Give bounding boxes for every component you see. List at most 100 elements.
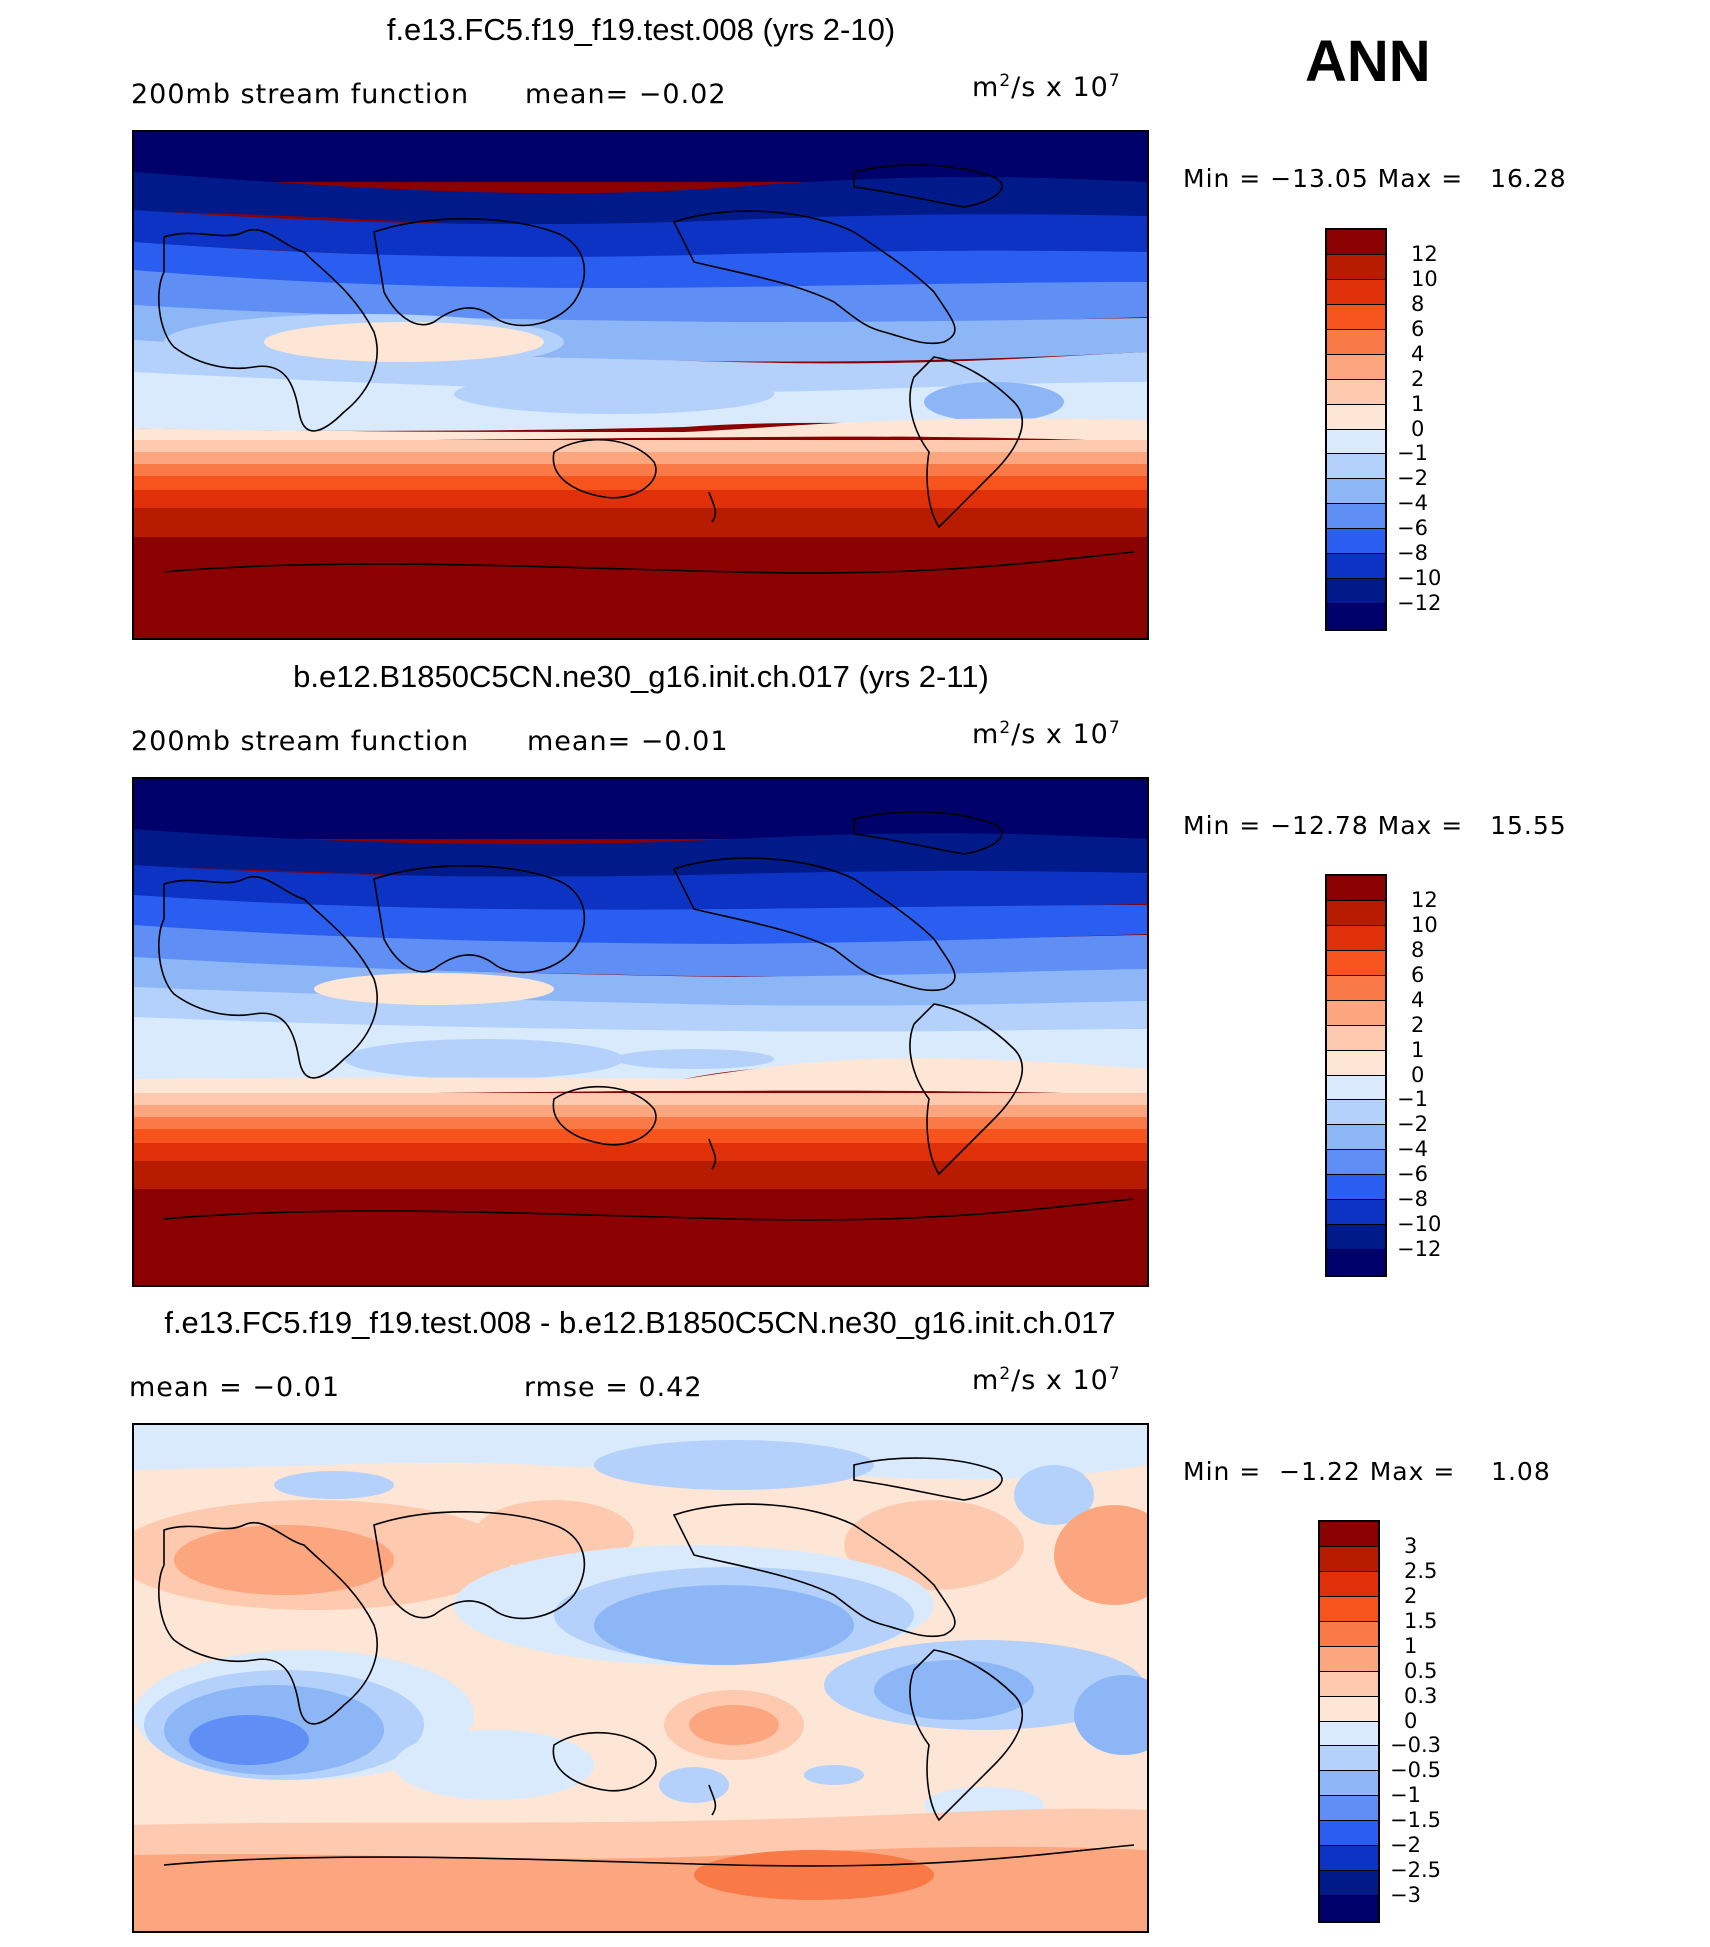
colorbar-swatch bbox=[1320, 1696, 1378, 1722]
panel-3-rmse-label: rmse = 0.42 bbox=[524, 1372, 703, 1403]
colorbar-swatch bbox=[1320, 1546, 1378, 1572]
colorbar-tick-label: 8 bbox=[1411, 291, 1425, 316]
colorbar-tick-label: 0 bbox=[1411, 416, 1425, 441]
colorbar-swatch bbox=[1327, 254, 1385, 280]
colorbar-tick-label: −1 bbox=[1390, 1783, 1421, 1808]
colorbar-tick-label: −1.5 bbox=[1390, 1808, 1441, 1833]
colorbar-tick-label: 4 bbox=[1411, 341, 1425, 366]
colorbar-swatch bbox=[1320, 1671, 1378, 1697]
panel-3-map-field bbox=[134, 1425, 1147, 1931]
colorbar-tick-label: −8 bbox=[1397, 1187, 1428, 1212]
colorbar-swatch bbox=[1327, 529, 1385, 555]
colorbar-swatch bbox=[1327, 925, 1385, 951]
colorbar-tick-label: 2 bbox=[1411, 1012, 1425, 1037]
colorbar-swatch bbox=[1327, 1250, 1385, 1275]
colorbar-swatch bbox=[1327, 1025, 1385, 1051]
colorbar-tick-label: −1 bbox=[1397, 441, 1428, 466]
panel-1-title: f.e13.FC5.f19_f19.test.008 (yrs 2-10) bbox=[386, 12, 896, 47]
colorbar-tick-label: −2 bbox=[1390, 1833, 1421, 1858]
colorbar-tick-label: −12 bbox=[1397, 1237, 1442, 1262]
colorbar-swatch bbox=[1327, 279, 1385, 305]
colorbar-tick-label: −2 bbox=[1397, 466, 1428, 491]
panel-3-units: m2/s x 107 bbox=[972, 1364, 1121, 1396]
colorbar-swatch bbox=[1320, 1871, 1378, 1897]
colorbar-tick-label: 0.3 bbox=[1404, 1683, 1438, 1708]
panel-3-title: f.e13.FC5.f19_f19.test.008 - b.e12.B1850… bbox=[164, 1305, 1116, 1340]
colorbar-swatch bbox=[1320, 1721, 1378, 1747]
colorbar-swatch bbox=[1327, 1050, 1385, 1076]
colorbar-tick-label: 1 bbox=[1404, 1633, 1418, 1658]
panel-3-mean-label: mean = −0.01 bbox=[129, 1372, 341, 1403]
colorbar-tick-label: 0.5 bbox=[1404, 1658, 1438, 1683]
panel-1-units: m2/s x 107 bbox=[972, 71, 1121, 103]
panel-2-title: b.e12.B1850C5CN.ne30_g16.init.ch.017 (yr… bbox=[293, 659, 989, 694]
colorbar-swatch bbox=[1327, 1075, 1385, 1101]
colorbar-swatch bbox=[1327, 975, 1385, 1001]
colorbar-swatch bbox=[1320, 1596, 1378, 1622]
colorbar-swatch bbox=[1320, 1571, 1378, 1597]
colorbar-swatch bbox=[1327, 554, 1385, 580]
colorbar-tick-label: 6 bbox=[1411, 316, 1425, 341]
colorbar-tick-label: 2.5 bbox=[1404, 1558, 1438, 1583]
colorbar-swatch bbox=[1320, 1846, 1378, 1872]
panel-3-map bbox=[132, 1423, 1149, 1933]
colorbar-swatch bbox=[1327, 876, 1385, 901]
colorbar-tick-label: −4 bbox=[1397, 1137, 1428, 1162]
colorbar-tick-label: −4 bbox=[1397, 491, 1428, 516]
season-label: ANN bbox=[1305, 29, 1431, 94]
colorbar-swatch bbox=[1327, 1125, 1385, 1151]
colorbar-swatch bbox=[1327, 900, 1385, 926]
colorbar-swatch bbox=[1327, 950, 1385, 976]
colorbar-tick-label: −0.5 bbox=[1390, 1758, 1441, 1783]
colorbar-swatch bbox=[1320, 1796, 1378, 1822]
colorbar-tick-label: 1 bbox=[1411, 1037, 1425, 1062]
panel-1-mean-label: mean= −0.02 bbox=[525, 79, 727, 110]
colorbar-swatch bbox=[1327, 429, 1385, 455]
colorbar-swatch bbox=[1320, 1896, 1378, 1921]
colorbar-tick-label: 12 bbox=[1411, 241, 1438, 266]
panel-1-map bbox=[132, 130, 1149, 640]
colorbar-tick-label: −12 bbox=[1397, 591, 1442, 616]
colorbar-tick-label: −6 bbox=[1397, 1162, 1428, 1187]
colorbar-tick-label: −2 bbox=[1397, 1112, 1428, 1137]
panel-1-variable-label: 200mb stream function bbox=[131, 79, 470, 110]
colorbar-tick-label: 6 bbox=[1411, 962, 1425, 987]
colorbar-swatch bbox=[1327, 604, 1385, 629]
colorbar-swatch bbox=[1327, 479, 1385, 505]
panel-2-variable-label: 200mb stream function bbox=[131, 726, 470, 757]
panel-2-mean-label: mean= −0.01 bbox=[527, 726, 729, 757]
colorbar-tick-label: −10 bbox=[1397, 1212, 1442, 1237]
colorbar-swatch bbox=[1327, 454, 1385, 480]
panel-2-units: m2/s x 107 bbox=[972, 718, 1121, 750]
colorbar-swatch bbox=[1327, 504, 1385, 530]
panel-1-min-max: Min = −13.05 Max = 16.28 bbox=[1183, 164, 1567, 193]
panel-1-map-field bbox=[134, 132, 1147, 638]
colorbar-swatch bbox=[1327, 1150, 1385, 1176]
colorbar-tick-label: 8 bbox=[1411, 937, 1425, 962]
colorbar-tick-label: 12 bbox=[1411, 887, 1438, 912]
colorbar-swatch bbox=[1327, 1225, 1385, 1251]
colorbar-swatch bbox=[1327, 230, 1385, 255]
colorbar-tick-label: 4 bbox=[1411, 987, 1425, 1012]
colorbar-tick-label: −1 bbox=[1397, 1087, 1428, 1112]
panel-2-map-field bbox=[134, 779, 1147, 1285]
colorbar-tick-label: −6 bbox=[1397, 516, 1428, 541]
colorbar-swatch bbox=[1327, 379, 1385, 405]
panel-1-colorbar bbox=[1325, 228, 1387, 631]
colorbar-tick-label: 2 bbox=[1411, 366, 1425, 391]
colorbar-swatch bbox=[1327, 1100, 1385, 1126]
colorbar-tick-label: 3 bbox=[1404, 1533, 1418, 1558]
colorbar-swatch bbox=[1327, 1000, 1385, 1026]
colorbar-swatch bbox=[1327, 304, 1385, 330]
panel-2-min-max: Min = −12.78 Max = 15.55 bbox=[1183, 811, 1567, 840]
colorbar-swatch bbox=[1327, 404, 1385, 430]
colorbar-tick-label: 0 bbox=[1411, 1062, 1425, 1087]
panel-2-colorbar bbox=[1325, 874, 1387, 1277]
colorbar-tick-label: 10 bbox=[1411, 266, 1438, 291]
panel-3-min-max: Min = −1.22 Max = 1.08 bbox=[1183, 1457, 1551, 1486]
colorbar-tick-label: 10 bbox=[1411, 912, 1438, 937]
colorbar-tick-label: −10 bbox=[1397, 566, 1442, 591]
colorbar-swatch bbox=[1320, 1646, 1378, 1672]
colorbar-swatch bbox=[1320, 1771, 1378, 1797]
panel-3-colorbar bbox=[1318, 1520, 1380, 1923]
